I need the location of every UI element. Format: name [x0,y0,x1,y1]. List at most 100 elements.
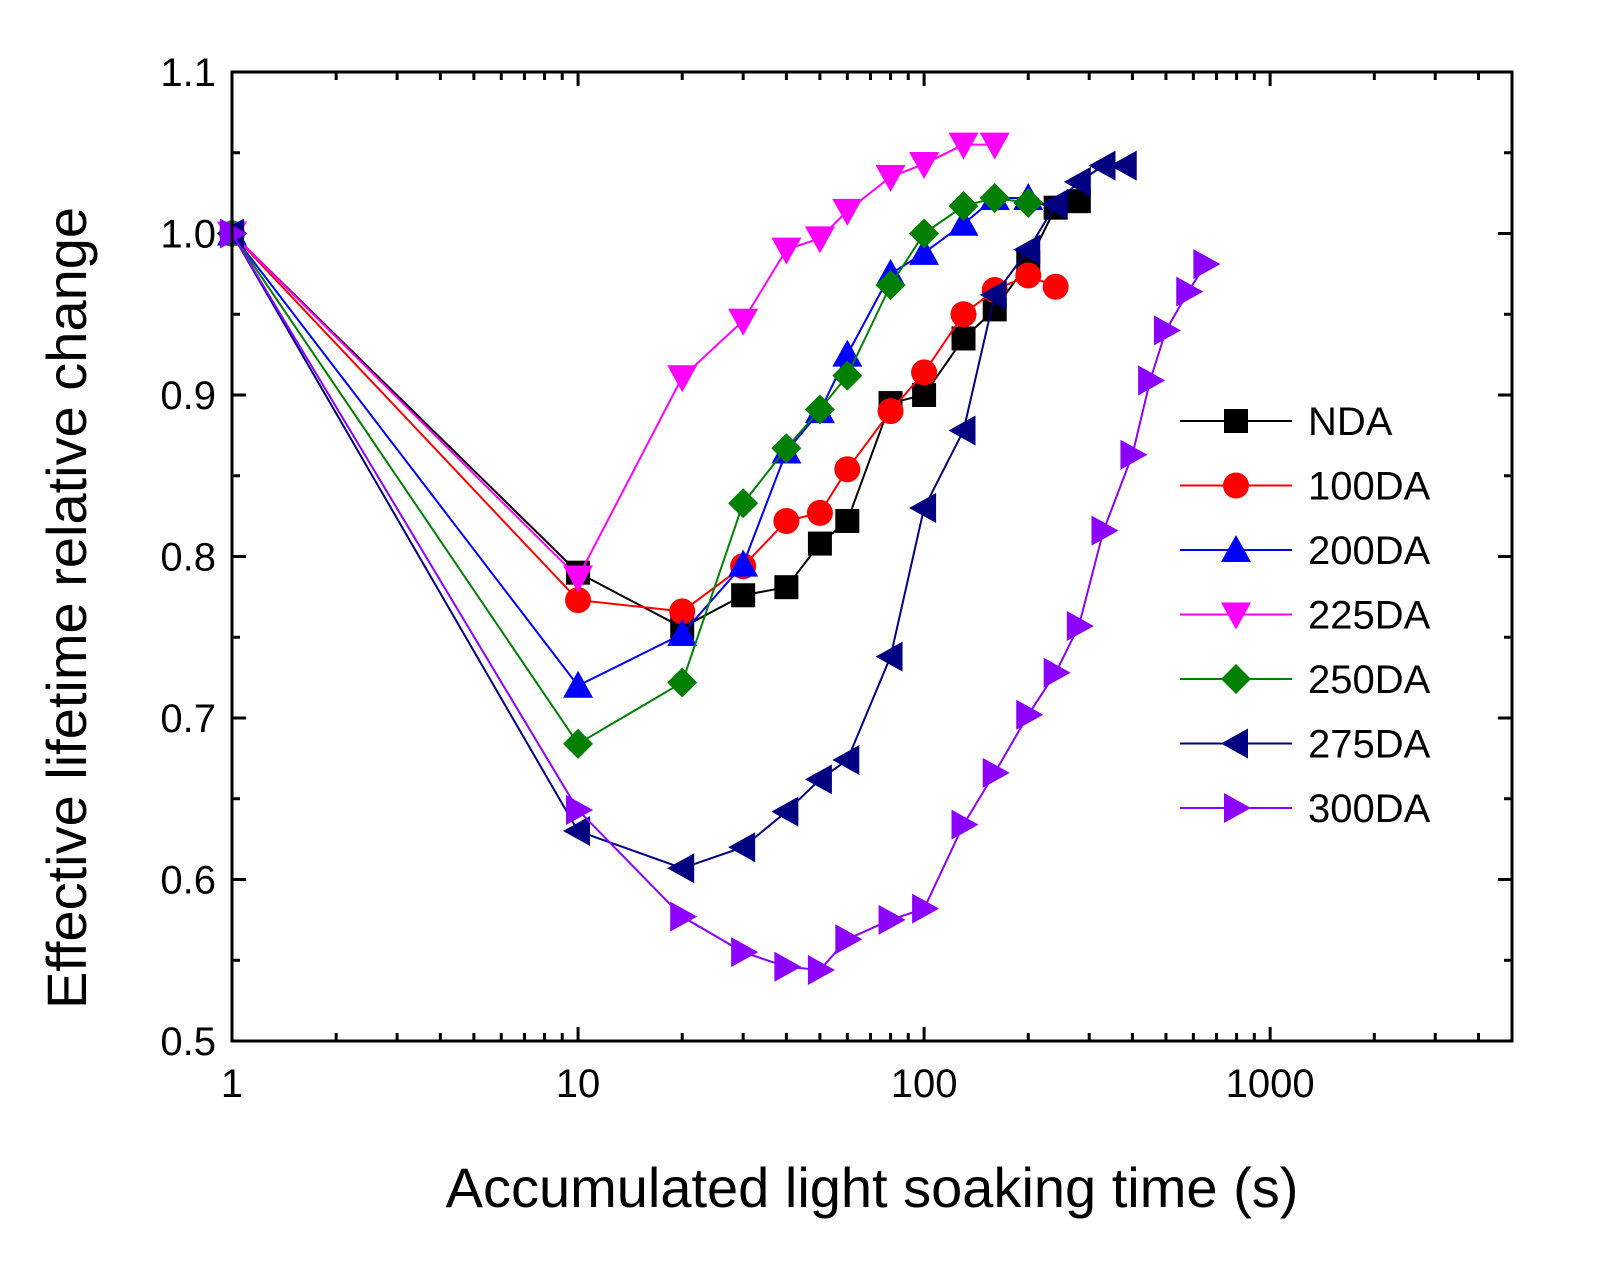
legend-item-200da: 200DA [1180,529,1431,573]
series-line-200da [231,196,1029,687]
series-line-100da [231,232,1057,613]
data-point-nda [774,575,799,600]
data-point-250da [1013,187,1044,218]
legend-label-nda: NDA [1308,400,1393,444]
data-point-300da [878,904,906,935]
data-point-275da [948,415,976,446]
legend-item-250da: 250DA [1180,658,1431,702]
data-point-275da [909,493,937,524]
legend-item-100da: 100DA [1180,465,1431,509]
data-point-200da [909,237,940,265]
y-tick-label: 1.0 [160,213,216,257]
legend-label-275da: 275DA [1308,723,1431,767]
legend-item-275da: 275DA [1180,723,1431,767]
data-point-275da [1109,150,1137,181]
x-axis-title: Accumulated light soaking time (s) [446,1156,1299,1219]
data-point-275da [875,641,903,672]
legend-label-225da: 225DA [1308,594,1431,638]
data-point-250da [804,394,835,425]
data-point-300da [807,954,835,985]
data-point-250da [875,270,906,301]
x-tick-label: 1 [221,1062,243,1106]
data-point-100da [806,499,833,526]
y-tick-label: 0.6 [160,859,216,903]
data-point-nda [951,326,976,351]
data-point-250da [728,488,759,519]
series-nda [220,189,1091,640]
y-tick-label: 0.7 [160,697,216,741]
data-point-250da [948,191,979,222]
data-point-nda [731,583,756,608]
plot-frame [230,70,1514,1043]
legend-label-300da: 300DA [1308,787,1431,831]
data-point-300da [774,951,802,982]
data-point-300da [835,924,863,955]
data-point-300da [1176,276,1204,307]
data-point-300da [1138,365,1166,396]
series-layer [217,132,1221,985]
data-point-300da [982,757,1010,788]
x-tick-label: 100 [891,1062,958,1106]
data-point-225da [909,152,940,180]
y-tick-label: 0.5 [160,1020,216,1064]
data-point-300da [1193,249,1221,280]
data-point-200da [563,670,594,698]
legend-marker-200da [1221,535,1251,562]
legend: NDA 100DA 200DA 225DA 250DA 275DA 300DA [1180,400,1431,831]
legend-label-200da: 200DA [1308,529,1431,573]
legend-marker-300da [1224,793,1251,823]
series-line-nda [231,200,1080,629]
data-point-275da [1088,150,1116,181]
series-300da [220,218,1221,985]
data-point-300da [731,937,759,968]
data-point-275da [979,279,1007,310]
series-line-225da [231,143,995,580]
data-point-300da [1066,610,1094,641]
data-point-300da [1043,657,1071,688]
data-point-225da [771,237,802,265]
legend-marker-225da [1221,602,1251,630]
tick-label-layer: 1 10 100 1000 0.5 0.6 0.7 0.8 0.9 1.0 1.1 [160,51,1314,1106]
legend-item-225da: 225DA [1180,594,1431,638]
legend-marker-nda [1224,409,1248,433]
data-point-275da [563,816,591,847]
data-point-300da [912,893,940,924]
data-point-200da [948,208,979,236]
data-point-275da [1013,234,1041,265]
y-tick-label: 0.9 [160,374,216,418]
y-tick-label: 0.8 [160,536,216,580]
legend-label-250da: 250DA [1308,658,1431,702]
data-point-300da [1120,439,1148,470]
data-point-275da [728,832,756,863]
data-point-200da [667,619,698,647]
data-point-275da [804,764,832,795]
legend-label-100da: 100DA [1308,465,1431,509]
data-point-100da [669,598,696,625]
data-point-225da [832,198,863,226]
legend-marker-275da [1221,728,1248,759]
series-225da [217,132,1010,593]
data-point-100da [1042,273,1069,300]
data-point-225da [948,132,979,160]
data-point-300da [1091,515,1119,546]
legend-marker-250da [1221,664,1251,694]
data-point-225da [804,226,835,254]
data-point-250da [979,182,1010,213]
series-line-250da [231,196,1029,746]
x-tick-label: 10 [556,1062,601,1106]
data-point-225da [563,565,594,593]
data-point-200da [728,549,759,577]
data-point-225da [979,132,1010,160]
data-point-275da [832,744,860,775]
legend-item-300da: 300DA [1180,787,1431,831]
data-point-275da [1063,166,1091,197]
data-point-250da [832,360,863,391]
data-point-275da [667,853,695,884]
data-point-275da [1040,189,1068,220]
series-250da [217,182,1044,759]
y-axis-title: Effective lifetime relative change [35,207,98,1009]
data-point-300da [670,901,698,932]
data-point-300da [951,809,979,840]
data-point-300da [566,795,594,826]
